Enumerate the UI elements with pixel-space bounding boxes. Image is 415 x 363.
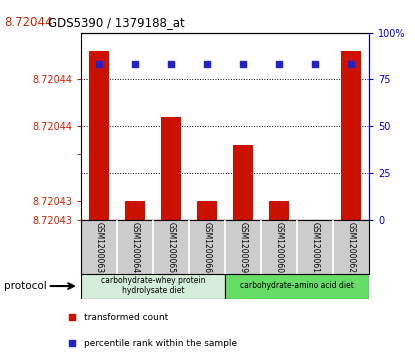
Bar: [233, 145, 253, 220]
Text: GSM1200065: GSM1200065: [166, 222, 176, 273]
Point: [168, 62, 174, 68]
Point: [204, 62, 210, 68]
Point: [312, 62, 319, 68]
Bar: [89, 51, 109, 220]
Text: GSM1200061: GSM1200061: [311, 222, 320, 273]
Bar: [305, 220, 325, 229]
Point: [95, 62, 102, 68]
Text: GDS5390 / 1379188_at: GDS5390 / 1379188_at: [48, 16, 185, 29]
Bar: [161, 117, 181, 220]
Point: [348, 62, 355, 68]
Text: GSM1200062: GSM1200062: [347, 222, 356, 273]
Text: GSM1200066: GSM1200066: [203, 222, 212, 273]
Text: transformed count: transformed count: [84, 313, 168, 322]
Text: GSM1200059: GSM1200059: [239, 222, 248, 273]
Bar: [81, 274, 225, 299]
Bar: [125, 201, 145, 220]
Text: protocol: protocol: [4, 281, 47, 291]
Bar: [225, 274, 369, 299]
Text: 8.72044: 8.72044: [4, 16, 53, 29]
Text: GSM1200060: GSM1200060: [275, 222, 284, 273]
Bar: [269, 201, 289, 220]
Point: [240, 62, 247, 68]
Point: [68, 314, 75, 320]
Text: carbohydrate-whey protein
hydrolysate diet: carbohydrate-whey protein hydrolysate di…: [101, 276, 205, 295]
Text: GSM1200063: GSM1200063: [95, 222, 103, 273]
Text: carbohydrate-amino acid diet: carbohydrate-amino acid diet: [240, 281, 354, 290]
Text: percentile rank within the sample: percentile rank within the sample: [84, 339, 237, 348]
Point: [276, 62, 283, 68]
Bar: [342, 51, 361, 220]
Bar: [197, 201, 217, 220]
Point: [68, 340, 75, 346]
Point: [132, 62, 138, 68]
Text: GSM1200064: GSM1200064: [130, 222, 139, 273]
